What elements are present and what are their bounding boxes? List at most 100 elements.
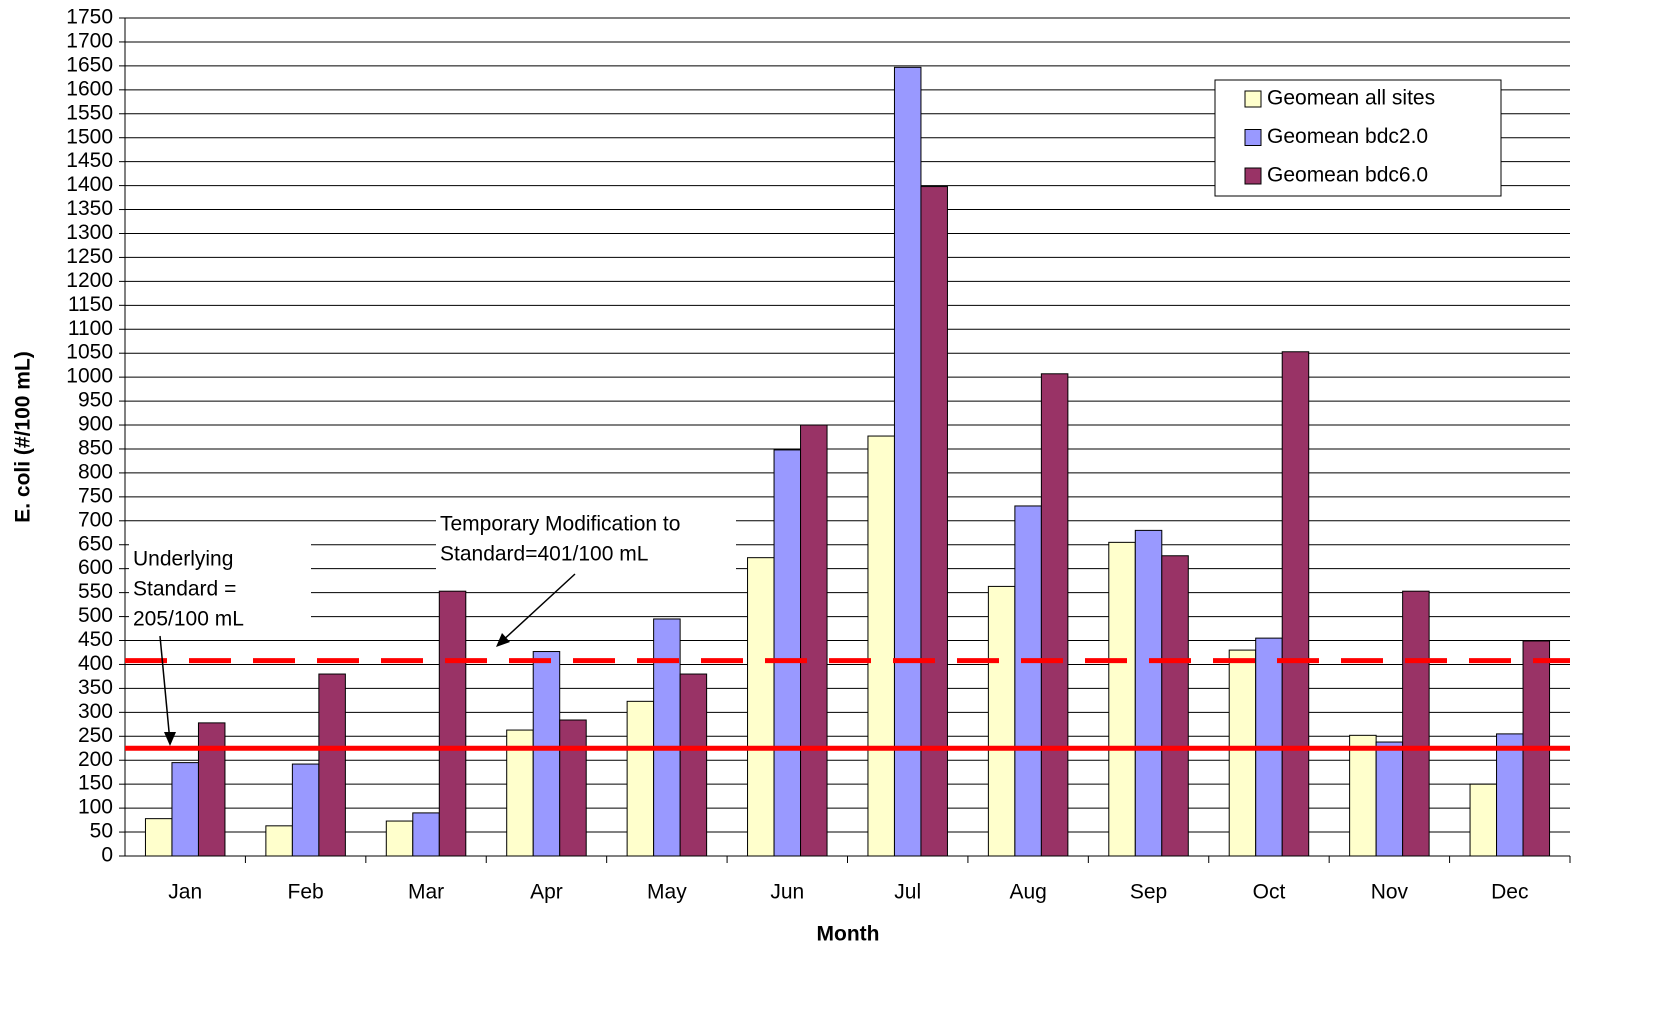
annotation-arrow <box>499 573 576 644</box>
annotation-arrowhead <box>496 633 510 647</box>
y-tick-label: 950 <box>78 389 113 412</box>
bar <box>773 449 802 857</box>
bar <box>653 618 681 857</box>
legend-box <box>1214 79 1502 197</box>
bar <box>1161 555 1189 857</box>
bar <box>385 820 414 857</box>
y-tick-label: 250 <box>78 724 113 747</box>
y-tick-label: 550 <box>78 580 113 603</box>
y-tick-label: 50 <box>90 820 113 843</box>
annotation-text: Standard=401/100 mL <box>440 543 648 566</box>
bar <box>920 186 948 857</box>
annotation-arrowhead <box>164 732 176 746</box>
bar <box>506 729 534 857</box>
y-tick-label: 700 <box>78 508 113 531</box>
bar <box>1228 649 1257 857</box>
annotation-arrow <box>159 635 171 743</box>
y-tick-label: 600 <box>78 556 113 579</box>
y-tick-label: 300 <box>78 700 113 723</box>
bar <box>987 585 1016 857</box>
y-tick-label: 100 <box>78 796 113 819</box>
legend-label: Geomean all sites <box>1267 87 1435 110</box>
x-axis-title: Month <box>817 923 880 946</box>
bar <box>1134 529 1163 857</box>
y-tick-label: 900 <box>78 413 113 436</box>
annotation-text: Standard = <box>133 578 236 601</box>
bar <box>171 762 199 857</box>
bar <box>747 557 775 857</box>
bar <box>412 812 440 857</box>
x-tick-label: Jul <box>894 881 921 904</box>
bar <box>559 719 587 857</box>
bar <box>893 66 922 857</box>
y-tick-label: 0 <box>101 844 113 867</box>
bar <box>291 763 320 857</box>
y-tick-label: 1350 <box>66 197 113 220</box>
y-tick-label: 1600 <box>66 77 113 100</box>
annotation-background <box>436 509 736 571</box>
y-tick-label: 400 <box>78 652 113 675</box>
bar <box>679 673 708 857</box>
x-tick-label: Apr <box>530 881 563 904</box>
legend-swatch <box>1244 129 1262 146</box>
y-tick-label: 500 <box>78 604 113 627</box>
y-tick-label: 1550 <box>66 101 113 124</box>
annotation-background <box>129 544 311 636</box>
bar <box>1349 734 1377 857</box>
y-tick-label: 1700 <box>66 29 113 52</box>
bar <box>1496 733 1524 857</box>
legend-swatch <box>1244 167 1262 185</box>
y-tick-label: 1500 <box>66 125 113 148</box>
bar <box>1469 783 1498 857</box>
x-tick-label: Sep <box>1130 881 1167 904</box>
y-tick-label: 850 <box>78 437 113 460</box>
x-tick-label: Aug <box>1009 881 1046 904</box>
legend-label: Geomean bdc6.0 <box>1267 164 1428 187</box>
y-tick-label: 200 <box>78 748 113 771</box>
bar <box>1402 590 1430 857</box>
x-tick-label: Nov <box>1371 881 1409 904</box>
y-tick-label: 1000 <box>66 365 113 388</box>
bar <box>1281 351 1310 857</box>
y-tick-label: 1300 <box>66 221 113 244</box>
y-tick-label: 1150 <box>68 293 113 316</box>
x-tick-label: Jan <box>168 881 202 904</box>
x-tick-label: May <box>647 881 687 904</box>
bar <box>438 590 467 857</box>
bar <box>1108 541 1136 857</box>
y-tick-label: 1400 <box>66 173 113 196</box>
bar <box>1040 373 1069 857</box>
legend-label: Geomean bdc2.0 <box>1267 125 1428 148</box>
y-tick-label: 650 <box>78 532 113 555</box>
y-tick-label: 1200 <box>66 269 113 292</box>
bar <box>318 673 346 857</box>
bar <box>1375 741 1404 857</box>
bar <box>144 818 173 857</box>
bar <box>197 722 226 857</box>
x-tick-label: Mar <box>408 881 444 904</box>
bar <box>800 424 828 857</box>
bar <box>867 435 895 857</box>
y-axis-title: E. coli (#/100 mL) <box>12 351 35 523</box>
y-tick-label: 1750 <box>66 6 113 29</box>
x-tick-label: Oct <box>1253 881 1286 904</box>
x-tick-label: Jun <box>770 881 804 904</box>
bar <box>1014 505 1042 857</box>
y-tick-label: 1100 <box>68 317 113 340</box>
annotation-text: Temporary Modification to <box>440 513 680 536</box>
y-tick-label: 1650 <box>66 53 113 76</box>
bar <box>532 651 561 857</box>
y-tick-label: 1250 <box>66 245 113 268</box>
y-tick-label: 1450 <box>66 149 113 172</box>
y-tick-label: 350 <box>78 676 113 699</box>
y-tick-label: 150 <box>78 772 113 795</box>
bar <box>626 700 655 857</box>
legend-swatch <box>1244 90 1262 108</box>
x-tick-label: Dec <box>1491 881 1528 904</box>
annotation-text: Underlying <box>133 548 233 571</box>
x-tick-label: Feb <box>288 881 324 904</box>
annotation-text: 205/100 mL <box>133 608 244 631</box>
y-tick-label: 450 <box>78 628 113 651</box>
y-tick-label: 750 <box>78 484 113 507</box>
